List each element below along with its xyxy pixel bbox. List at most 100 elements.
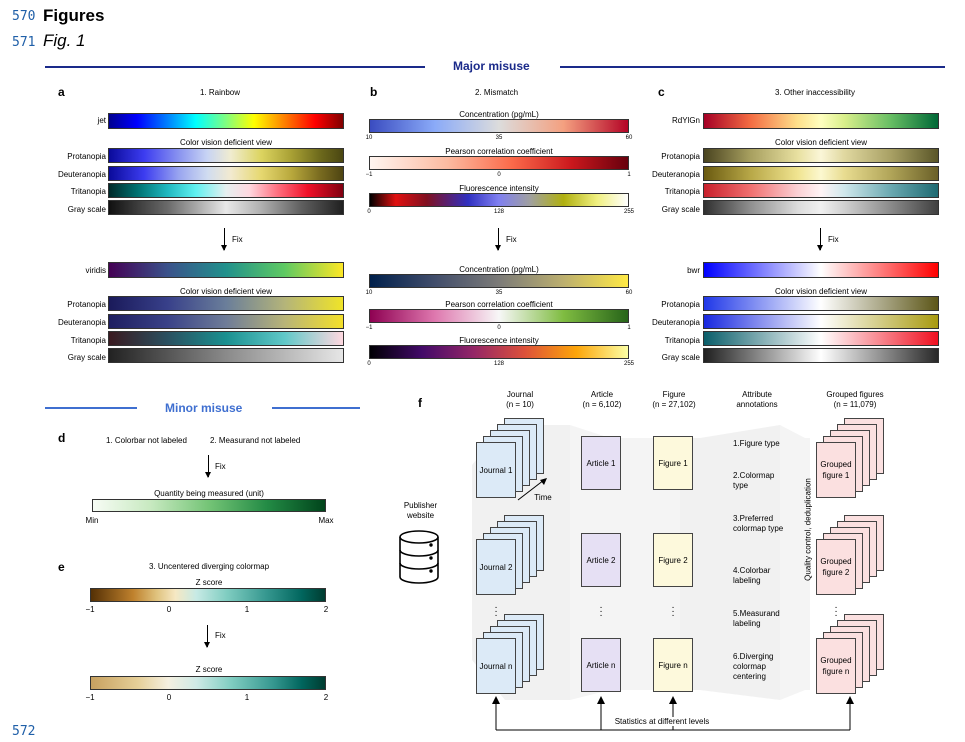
row-label: Tritanopia xyxy=(70,187,106,196)
colormap-name: viridis xyxy=(85,266,106,275)
panel-c-title: 3. Other inaccessibility xyxy=(775,88,856,97)
arrow-down-icon xyxy=(817,228,823,251)
time-arrow-icon xyxy=(517,478,547,501)
tick-label: 2 xyxy=(323,605,329,614)
arrow-down-icon xyxy=(221,228,227,251)
ellipsis-icon: · · · xyxy=(599,602,603,621)
colorbar-title: Quantity being measured (unit) xyxy=(154,489,264,498)
colorbar-grayscale xyxy=(703,348,939,363)
panel-f-letter: f xyxy=(418,396,422,410)
row-label: Deuteranopia xyxy=(651,318,700,327)
row-label: Protanopia xyxy=(661,300,700,309)
fix-label: Fix xyxy=(506,235,517,244)
grouped-card: Grouped figure 2 xyxy=(816,539,856,595)
panel-e-title: 3. Uncentered diverging colormap xyxy=(148,562,270,571)
attribute-item: 1.Figure type xyxy=(733,439,780,448)
panel-a-letter: a xyxy=(58,85,65,99)
article-header: Article (n = 6,102) xyxy=(572,390,632,410)
cvd-header: Color vision deficient view xyxy=(179,287,273,296)
colormap-name: jet xyxy=(97,116,106,125)
statistics-label: Statistics at different levels xyxy=(612,717,712,726)
article-header-name: Article xyxy=(590,390,614,399)
colorbar-tritanopia xyxy=(108,183,344,198)
colorbar-tritanopia xyxy=(703,331,939,346)
ellipsis-icon: · · · xyxy=(494,602,498,621)
colorbar-bwr xyxy=(703,262,939,278)
tick-label: 255 xyxy=(623,209,635,215)
panel-d-label1: 1. Colorbar not labeled xyxy=(106,436,187,445)
section-rule xyxy=(560,66,945,68)
article-card: Article n xyxy=(581,638,621,692)
panel-c-letter: c xyxy=(658,85,665,99)
publisher-label: Publisher website xyxy=(403,501,438,520)
section-rule xyxy=(45,407,137,409)
tick-label: −1 xyxy=(365,172,373,178)
colorbar-jet xyxy=(108,113,344,129)
min-label: Min xyxy=(85,516,99,525)
tick-label: −1 xyxy=(365,325,373,331)
attribute-item: 4.Colorbar labeling xyxy=(733,566,771,585)
page-heading: Figures xyxy=(43,6,105,25)
attribute-item: 3.Preferred colormap type xyxy=(733,514,784,533)
colorbar-deuteranopia xyxy=(703,166,939,181)
article-card: Article 2 xyxy=(581,533,621,587)
tick-label: 60 xyxy=(625,290,633,296)
grouped-card: Grouped figure n xyxy=(816,638,856,694)
tick-label: 1 xyxy=(244,693,250,702)
colorbar-protanopia xyxy=(108,296,344,311)
line-number: 571 xyxy=(12,35,36,50)
article-header-count: (n = 6,102) xyxy=(582,400,622,409)
cvd-header: Color vision deficient view xyxy=(774,138,868,147)
attribute-item: 2.Colormap type xyxy=(733,471,775,490)
line-number: 572 xyxy=(12,724,36,739)
colorbar-piyg xyxy=(369,309,629,323)
journal-header-name: Journal xyxy=(506,390,534,399)
tick-label: 0 xyxy=(166,605,172,614)
panel-d-label2: 2. Measurand not labeled xyxy=(210,436,301,445)
attribute-header: Attribute annotations xyxy=(736,390,778,409)
panel-b-letter: b xyxy=(370,85,378,99)
colorbar-deuteranopia xyxy=(108,314,344,329)
figure-card: Figure 2 xyxy=(653,533,693,587)
colorbar-title: Concentration (pg/mL) xyxy=(459,265,539,274)
colorbar-inferno xyxy=(369,345,629,359)
colorbar-grayscale xyxy=(108,200,344,215)
figure-header: Figure (n = 27,102) xyxy=(643,390,705,410)
row-label: Deuteranopia xyxy=(651,170,700,179)
section-rule xyxy=(272,407,360,409)
colorbar-tritanopia xyxy=(703,183,939,198)
fix-label: Fix xyxy=(215,631,226,640)
database-icon xyxy=(399,530,439,584)
grouped-stack: Grouped figure 1 xyxy=(816,418,896,508)
tick-label: 0 xyxy=(367,209,371,215)
colorbar-title: Concentration (pg/mL) xyxy=(459,110,539,119)
panel-e-letter: e xyxy=(58,560,65,574)
row-label: Deuteranopia xyxy=(57,170,106,179)
fix-label: Fix xyxy=(828,235,839,244)
arrow-down-icon xyxy=(205,455,211,478)
row-label: Protanopia xyxy=(661,152,700,161)
row-label: Protanopia xyxy=(67,152,106,161)
colorbar-title: Pearson correlation coefficient xyxy=(445,300,553,309)
colorbar-zscore-uncentered xyxy=(90,588,326,602)
attribute-item: 5.Measurand labeling xyxy=(733,609,780,628)
fix-label: Fix xyxy=(215,462,226,471)
panel-d-letter: d xyxy=(58,431,66,445)
attribute-item: 6.Diverging colormap centering xyxy=(733,652,774,681)
tick-label: 10 xyxy=(365,135,373,141)
colorbar-zscore-centered xyxy=(90,676,326,690)
row-label: Gray scale xyxy=(661,205,700,214)
figure-header-count: (n = 27,102) xyxy=(652,400,696,409)
row-label: Gray scale xyxy=(661,353,700,362)
tick-label: 35 xyxy=(495,135,503,141)
colorbar-grayscale xyxy=(703,200,939,215)
tick-label: 0 xyxy=(497,325,501,331)
figure-title: Fig. 1 xyxy=(43,31,86,50)
colorbar-title: Pearson correlation coefficient xyxy=(445,147,553,156)
tick-label: 128 xyxy=(493,361,505,367)
tick-label: 0 xyxy=(166,693,172,702)
colorbar-viridis xyxy=(108,262,344,278)
colorbar-cividis xyxy=(369,274,629,288)
colorbar-protanopia xyxy=(703,148,939,163)
row-label: Protanopia xyxy=(67,300,106,309)
